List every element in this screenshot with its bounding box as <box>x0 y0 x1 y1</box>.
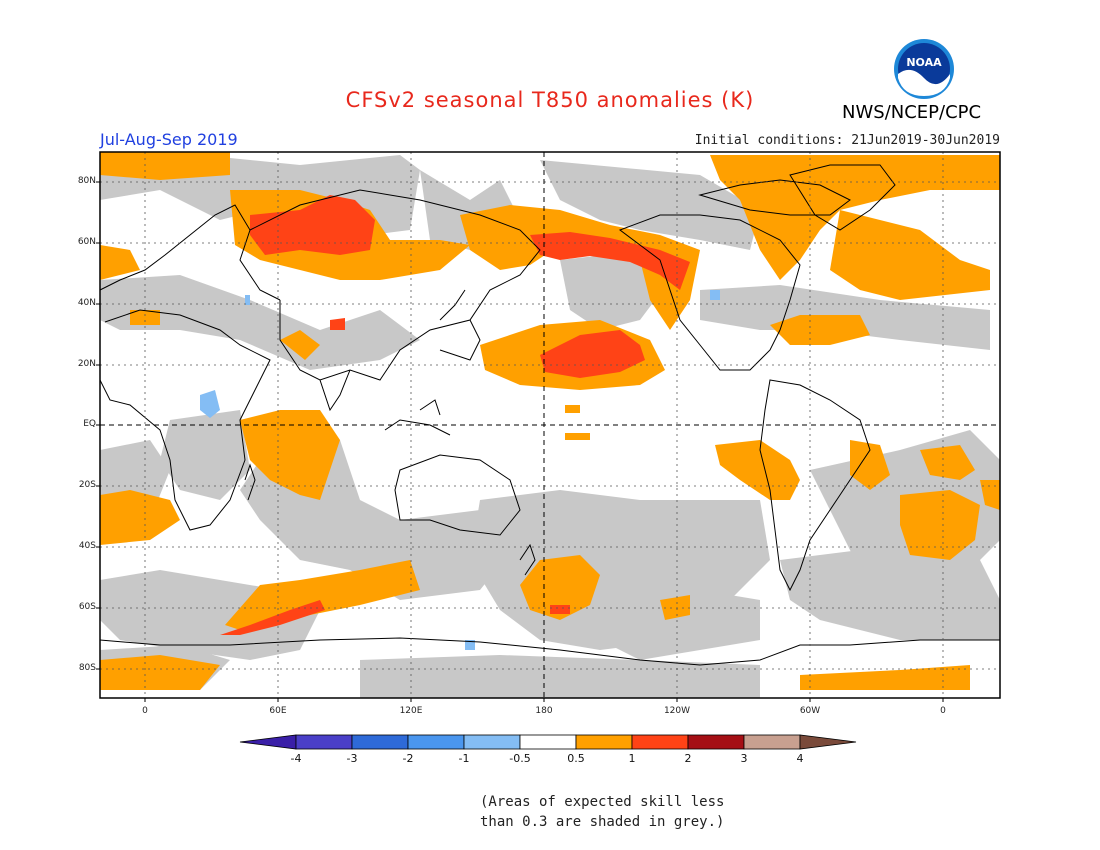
lon-label-60w: 60W <box>799 706 821 716</box>
colorbar-label: -0.5 <box>509 752 531 765</box>
anomaly-cold-patches <box>200 290 720 650</box>
colorbar-label: 0.5 <box>567 752 585 765</box>
graticule <box>100 152 1000 698</box>
lat-label-60s: 60S <box>78 602 96 612</box>
lon-label-120w: 120W <box>663 706 691 716</box>
initial-conditions-label: Initial conditions: 21Jun2019-30Jun2019 <box>694 133 1000 148</box>
lat-label-60n: 60N <box>77 237 96 247</box>
colorbar-label: 1 <box>628 752 636 765</box>
colorbar-label: 3 <box>740 752 748 765</box>
colorbar-segment <box>295 734 353 750</box>
colorbar-segment <box>575 734 633 750</box>
map-title: CFSv2 seasonal T850 anomalies (K) <box>345 88 755 112</box>
colorbar-segment <box>463 734 521 750</box>
lon-label-0: 0 <box>142 706 148 716</box>
anomaly-1-to-2-regions <box>220 195 690 635</box>
lat-label-40n: 40N <box>77 298 96 308</box>
lat-label-20s: 20S <box>78 480 96 490</box>
skill-note: (Areas of expected skill less than 0.3 a… <box>480 792 724 832</box>
colorbar-segment <box>407 734 465 750</box>
lat-label-eq: EQ <box>83 419 96 429</box>
colorbar-segment <box>519 734 577 750</box>
colorbar-arrow-low <box>239 734 297 750</box>
lon-label-180: 180 <box>535 706 553 716</box>
colorbar-label: 4 <box>796 752 804 765</box>
colorbar-segment <box>687 734 745 750</box>
noaa-logo-text: NOAA <box>906 56 942 69</box>
skill-note-line-1: (Areas of expected skill less <box>480 794 725 810</box>
colorbar-label: -4 <box>290 752 302 765</box>
lat-label-40s: 40S <box>78 541 96 551</box>
skill-note-line-2: than 0.3 are shaded in grey.) <box>480 814 725 830</box>
lat-label-80n: 80N <box>77 176 96 186</box>
lat-label-20n: 20N <box>77 359 96 369</box>
lat-label-80s: 80S <box>78 663 96 673</box>
season-label: Jul-Aug-Sep 2019 <box>100 130 238 149</box>
colorbar-label: 2 <box>684 752 692 765</box>
colorbar-segment <box>631 734 689 750</box>
lon-label-60e: 60E <box>269 706 287 716</box>
colorbar-segment <box>351 734 409 750</box>
colorbar-arrow-high <box>799 734 857 750</box>
colorbar-label: -2 <box>402 752 414 765</box>
lon-label-0-east: 0 <box>940 706 946 716</box>
colorbar-segment <box>743 734 801 750</box>
colorbar-label: -1 <box>458 752 470 765</box>
lon-label-120e: 120E <box>399 706 423 716</box>
equator-dateline <box>100 152 1000 698</box>
ticks <box>96 181 944 702</box>
coastlines <box>99 164 1000 666</box>
colorbar-label: -3 <box>346 752 358 765</box>
agency-label: NWS/NCEP/CPC <box>842 102 982 123</box>
noaa-logo: NOAA <box>894 39 954 99</box>
